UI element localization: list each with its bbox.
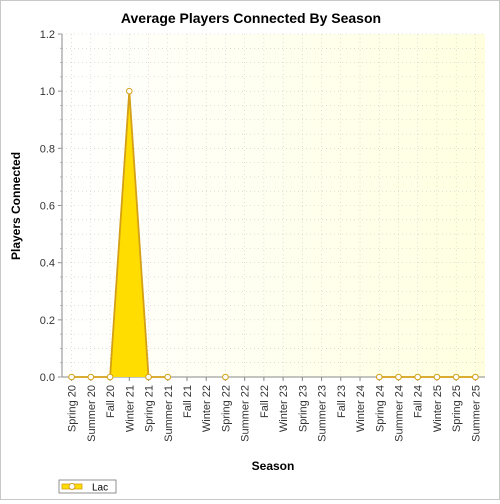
data-point: [414, 373, 422, 381]
data-point: [472, 373, 479, 381]
x-tick-label: Fall 23: [336, 385, 348, 418]
x-tick-label: Summer 24: [393, 385, 405, 442]
x-tick-label: Fall 22: [259, 385, 271, 418]
data-point: [87, 373, 95, 381]
data-point: [125, 87, 133, 95]
x-tick-label: Spring 20: [67, 385, 79, 432]
x-tick-label: Spring 23: [297, 385, 309, 432]
data-point: [452, 373, 460, 381]
plot-area: 0.0 0.2 0.4 0.6 0.8 1.0 1.2 Spring 20 Summer 20 F…: [40, 29, 485, 442]
x-tick-label: Spring 21: [144, 385, 156, 432]
x-tick-label: Spring 25: [451, 385, 463, 432]
x-axis-label: Season: [252, 459, 295, 473]
y-tick-label: 0.2: [40, 315, 55, 327]
x-tick-label: Spring 22: [220, 385, 232, 432]
x-tick-label: Fall 24: [413, 385, 425, 418]
y-tick-label: 0.8: [40, 143, 55, 155]
x-tick-label: Fall 20: [105, 385, 117, 418]
data-point: [145, 373, 152, 381]
legend-marker: [68, 483, 76, 490]
x-tick-label: Spring 24: [374, 385, 386, 432]
chart-title: Average Players Connected By Season: [121, 10, 381, 26]
x-tick-label: Summer 23: [317, 385, 329, 442]
x-tick-label: Winter 24: [355, 385, 367, 432]
legend-label: Lac: [92, 483, 108, 494]
x-tick-label: Winter 25: [432, 385, 444, 432]
legend: Lac: [58, 479, 117, 494]
y-tick-label: 0.4: [40, 258, 55, 270]
y-axis-label: Players Connected: [9, 152, 23, 260]
y-tick-label: 1.0: [40, 86, 55, 98]
x-tick-label: Summer 22: [240, 385, 252, 442]
data-point: [68, 373, 75, 381]
x-tick-label: Winter 23: [278, 385, 290, 432]
data-point: [433, 373, 441, 381]
data-point: [375, 373, 383, 381]
y-tick-label: 1.2: [40, 29, 55, 41]
x-tick-label: Fall 21: [182, 385, 194, 418]
data-point: [395, 373, 402, 381]
data-point: [222, 373, 229, 381]
y-tick-label: 0.6: [40, 201, 55, 213]
x-tick-label: Summer 20: [86, 385, 98, 442]
x-tick-label: Summer 25: [470, 385, 482, 442]
data-point: [106, 373, 114, 381]
y-tick-label: 0.0: [40, 372, 55, 384]
x-tick-label: Winter 22: [201, 385, 213, 432]
x-tick-label: Winter 21: [124, 385, 136, 432]
data-point: [164, 373, 172, 381]
x-tick-label: Summer 21: [163, 385, 175, 442]
